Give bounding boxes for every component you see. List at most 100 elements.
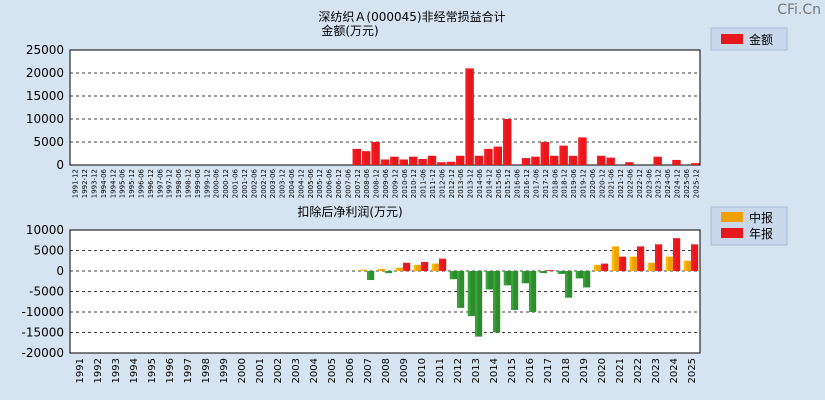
top-x-tick-label: 2024-12 [673,169,681,198]
bottom-bar-annual-highlight [511,271,514,310]
bottom-x-tick-label: 2010 [417,358,428,383]
bottom-x-tick-label: 2011 [435,358,446,383]
bottom-bar-annual [421,261,429,271]
top-bar-highlight [521,158,525,165]
legend-swatch-annual [721,228,743,238]
bottom-x-tick-label: 2023 [651,358,662,383]
top-x-tick-label: 2017-12 [542,169,550,198]
bottom-y-tick-label: -20000 [21,346,64,360]
top-x-ticks: 1991-12 1992-12 1993-12 1994-06 1994-12 1995-… [72,168,701,198]
top-bar [531,156,540,165]
top-bar-highlight [484,148,488,165]
top-y-tick-label: 15000 [26,89,64,103]
top-x-tick-label: 1996-12 [147,169,155,198]
bottom-bar-interim-highlight [593,264,597,271]
top-x-tick-label: 2010-06 [401,168,409,198]
top-x-tick-label: 2019-06 [570,168,578,198]
top-bar [474,155,484,165]
top-bar-highlight [493,146,497,165]
bottom-bar-annual-highlight [547,270,550,271]
top-x-tick-label: 2019-12 [579,169,587,198]
top-y-tick-label: 5000 [33,135,64,149]
top-bar-highlight [625,162,629,165]
top-bar [427,155,437,165]
bottom-bar-interim-highlight [647,262,651,271]
bottom-bar-annual-highlight [673,238,676,271]
top-x-tick-label: 2021-12 [617,169,625,198]
top-x-tick-label: 2022-06 [626,168,634,198]
bottom-bar-annual [475,271,483,337]
bottom-y-tick-label: -15000 [21,326,64,340]
bottom-y-tick-label: 10000 [26,223,64,237]
top-x-tick-label: 2002-06 [250,168,258,198]
bottom-bar-interim-highlight [377,268,381,271]
top-bar [409,156,418,165]
bottom-x-tick-label: 1997 [183,358,194,383]
top-y-tick-label: 25000 [26,43,64,57]
bottom-bar-annual [565,271,573,298]
bottom-bar-interim-highlight [575,271,579,279]
bottom-bar-annual-highlight [529,271,532,312]
top-x-tick-label: 2020-06 [589,168,597,198]
bottom-bar-interim-highlight [413,264,417,271]
top-x-tick-label: 2008-12 [373,169,381,198]
bottom-bar-interim [665,256,673,271]
top-x-tick-label: 2002-12 [260,169,268,198]
bottom-bar-annual [457,271,465,308]
bottom-chart: 扣除后净利润(万元) 10000 5000 0 -5000 -10000 -15000 -2… [21,204,788,383]
top-x-tick-label: 1997-06 [156,168,164,198]
top-bar-highlight [456,155,459,165]
bottom-bar-annual [439,258,447,271]
bottom-x-tick-label: 2015 [507,358,518,383]
top-bar [380,159,390,165]
bottom-x-tick-label: 2014 [489,358,500,383]
top-bar [550,155,559,165]
top-x-tick-label: 1999-12 [203,169,211,198]
top-bar-highlight [427,155,431,165]
top-bar [625,162,634,165]
top-x-tick-label: 2013-12 [467,169,475,198]
top-x-tick-label: 2025-06 [683,168,691,198]
bottom-bar-annual [583,271,591,288]
top-bar-highlight [653,156,657,165]
bottom-bar-interim [449,271,457,280]
bottom-x-tick-label: 2007 [363,358,374,383]
bottom-legend: 中报 年报 [710,206,788,246]
top-bar [446,161,456,165]
bottom-x-tick-label: 2008 [381,358,392,383]
bottom-x-tick-label: 1998 [201,358,212,383]
top-chart-title: 深纺织Ａ(000045)非经常损益合计 [318,9,505,24]
bottom-bar-annual [511,271,519,310]
top-x-tick-label: 2001-06 [232,168,240,198]
bottom-bar-annual-highlight [385,271,388,274]
bottom-bar-interim-highlight [503,271,507,286]
top-x-tick-label: 2023-06 [645,168,653,198]
bottom-bar-annual-highlight [367,271,370,281]
bottom-x-tick-label: 2021 [615,358,626,383]
bottom-bar-interim-highlight [485,271,489,290]
top-x-tick-label: 2011-06 [420,168,428,198]
top-bar-highlight [380,159,384,165]
top-x-tick-label: 2008-06 [363,168,371,198]
top-bar [361,151,371,165]
bottom-x-tick-label: 2016 [525,358,536,383]
legend-swatch-amount [721,34,743,44]
bottom-x-tick-label: 2019 [579,358,590,383]
bottom-bar-annual [673,238,681,271]
top-x-tick-label: 1996-06 [138,168,146,198]
top-x-tick-label: 2015-06 [495,168,503,198]
top-x-tick-label: 2015-12 [504,169,512,198]
bottom-bar-interim-highlight [521,271,525,284]
top-chart: 深纺织Ａ(000045)非经常损益合计 金额(万元) 25000 20000 150… [26,9,788,198]
top-bar-highlight [691,163,695,165]
top-bar-highlight [361,151,365,165]
bottom-bar-interim [467,271,475,317]
bottom-bar-interim-highlight [557,271,561,274]
top-x-tick-label: 1999-06 [194,168,202,198]
top-x-tick-label: 2017-06 [532,168,540,198]
top-bar [559,145,568,165]
top-chart-subtitle: 金额(万元) [321,23,378,38]
top-x-tick-label: 2012-06 [438,168,446,198]
bottom-bar-annual-highlight [565,271,568,298]
top-bar-highlight [465,68,469,165]
